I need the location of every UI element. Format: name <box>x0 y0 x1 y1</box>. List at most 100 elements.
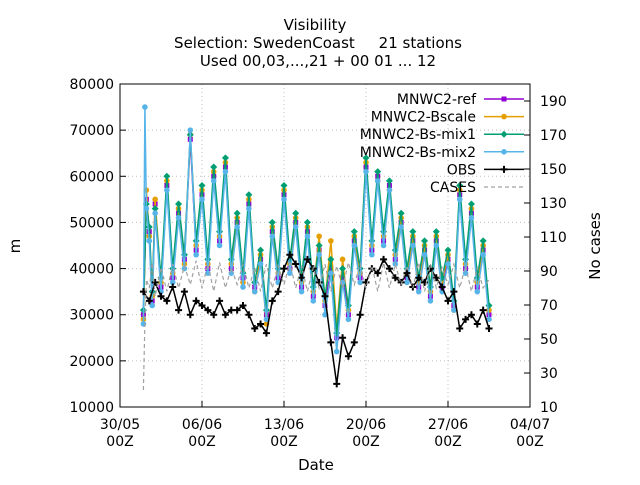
data-point <box>350 228 358 236</box>
legend-entry: MNWC2-Bs-mix1 <box>360 127 524 143</box>
data-point <box>322 302 328 308</box>
x-tick-label-time: 00Z <box>516 434 543 450</box>
x-tick-label: 13/06 <box>264 417 304 433</box>
data-point <box>334 335 340 341</box>
x-tick-label-time: 00Z <box>270 434 297 450</box>
data-point <box>204 306 212 314</box>
data-point <box>432 228 440 236</box>
data-point <box>187 127 194 133</box>
data-point <box>169 279 176 286</box>
data-point <box>421 251 428 258</box>
y-tick-label: 60000 <box>69 169 114 185</box>
data-point <box>222 168 229 175</box>
data-point <box>316 233 322 240</box>
data-point <box>479 237 487 245</box>
data-point <box>198 301 206 309</box>
data-point <box>339 265 347 273</box>
legend-entry: MNWC2-ref <box>397 92 524 108</box>
x-tick-label-time: 00Z <box>352 434 379 450</box>
data-point <box>169 283 177 291</box>
y2-tick-label: 190 <box>540 94 567 110</box>
data-point <box>257 261 264 267</box>
x-tick-label: 30/05 <box>100 417 140 433</box>
data-point <box>151 205 159 213</box>
data-point <box>280 182 288 190</box>
data-point <box>501 113 507 120</box>
data-point <box>321 292 329 300</box>
data-point <box>357 279 363 286</box>
data-point <box>444 246 452 254</box>
legend-entry: OBS <box>447 162 524 178</box>
x-tick-label-time: 00Z <box>434 434 461 450</box>
series-cases <box>142 260 490 391</box>
y2-tick-label: 170 <box>540 128 567 144</box>
plot-frame <box>119 83 531 408</box>
data-point <box>233 209 241 217</box>
data-point <box>350 338 358 346</box>
legend-entry: MNWC2-Bs-mix2 <box>360 145 524 161</box>
data-point <box>246 205 252 212</box>
data-point <box>210 311 218 319</box>
chart-title-line-3: Used 00,03,...,21 + 00 01 ... 12 <box>200 52 436 70</box>
data-point <box>303 218 311 226</box>
data-point <box>175 200 183 208</box>
data-point <box>500 130 508 138</box>
data-point <box>479 306 487 314</box>
series-mnwc2-bs-mix2 <box>140 104 492 355</box>
data-point <box>262 329 270 337</box>
data-point <box>404 279 410 286</box>
x-tick-label: 04/07 <box>510 417 550 433</box>
y2-tick-label: 70 <box>540 298 558 314</box>
data-point <box>374 178 381 184</box>
data-point <box>501 96 507 102</box>
data-point <box>486 316 492 323</box>
data-point <box>163 297 171 305</box>
data-point <box>467 200 475 208</box>
data-point <box>245 311 253 319</box>
data-point <box>327 338 335 346</box>
data-point <box>374 269 382 277</box>
legend-label: MNWC2-Bs-mix1 <box>360 127 476 143</box>
data-point <box>216 297 224 305</box>
data-point <box>456 182 464 190</box>
data-point <box>234 224 240 230</box>
y2-tick-label: 10 <box>540 400 558 416</box>
legend-label: OBS <box>447 162 476 178</box>
data-point <box>221 311 229 319</box>
data-point <box>339 334 347 342</box>
data-point <box>257 320 265 328</box>
y2-tick-label: 150 <box>540 162 567 178</box>
legend-label: MNWC2-ref <box>397 92 477 108</box>
data-point <box>303 255 311 263</box>
data-point <box>304 233 311 240</box>
data-point <box>227 306 235 314</box>
data-point <box>450 288 458 296</box>
data-point <box>333 380 341 388</box>
data-point <box>328 238 334 244</box>
data-point <box>438 283 446 291</box>
data-point <box>315 278 323 286</box>
y2-tick-label: 90 <box>540 264 558 280</box>
data-point <box>409 228 417 236</box>
legend-entry: CASES <box>430 180 524 196</box>
data-point <box>328 270 334 276</box>
data-point <box>286 251 294 259</box>
data-point <box>221 154 229 162</box>
data-point <box>142 104 148 110</box>
data-point <box>363 168 369 175</box>
data-point <box>145 297 153 305</box>
legend-label: MNWC2-Bs-mix2 <box>360 145 476 161</box>
data-point <box>403 269 411 277</box>
data-point <box>362 154 370 162</box>
data-point <box>298 274 306 282</box>
y-tick-label: 70000 <box>69 123 114 139</box>
data-point <box>315 242 323 249</box>
data-point <box>456 325 464 333</box>
data-point <box>316 251 322 258</box>
data-point <box>268 218 276 226</box>
data-point <box>473 320 481 328</box>
data-point <box>444 297 452 305</box>
y-tick-label: 20000 <box>69 354 114 370</box>
